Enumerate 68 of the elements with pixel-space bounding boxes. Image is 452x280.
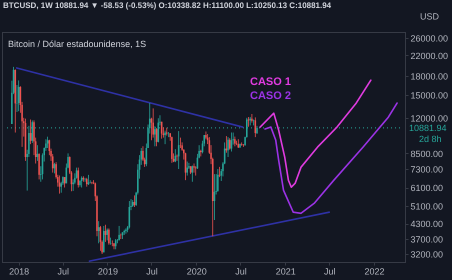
x-tick-label: Jul bbox=[235, 266, 247, 276]
y-tick-label: 12000.00 bbox=[410, 113, 448, 124]
candlestick bbox=[106, 228, 108, 241]
candlestick bbox=[178, 130, 180, 170]
candlestick bbox=[234, 136, 236, 147]
candlestick bbox=[217, 168, 219, 192]
candlestick bbox=[193, 163, 195, 173]
chart-title: BTCUSD, 1W 10881.94 ▼ -58.53 (-0.53%) O:10338.82 H:11100.00 L:10250.13 C:10881.94 bbox=[3, 1, 332, 10]
candlestick bbox=[164, 130, 166, 144]
candlestick bbox=[160, 121, 162, 140]
candlestick bbox=[194, 166, 197, 176]
candlestick bbox=[36, 144, 38, 162]
candlestick bbox=[176, 154, 178, 162]
y-tick-label: 6100.00 bbox=[410, 183, 444, 194]
x-tick-label: Jul bbox=[324, 266, 336, 276]
text: CASO 1 bbox=[250, 76, 291, 88]
x-tick-label: Jul bbox=[57, 266, 69, 276]
candlestick bbox=[128, 200, 130, 229]
candlestick bbox=[192, 165, 194, 182]
text: Bitcoin / Dólar estadounidense, 1S bbox=[8, 39, 146, 49]
candlestick bbox=[110, 237, 112, 246]
y-tick-label: 3700.00 bbox=[410, 234, 444, 245]
candlestick bbox=[156, 128, 158, 147]
y-tick-label: 7300.00 bbox=[410, 164, 444, 175]
y-tick-label: 18000.00 bbox=[410, 72, 448, 82]
x-tick-label: 2022 bbox=[364, 266, 384, 276]
candlestick bbox=[184, 152, 186, 181]
candlestick bbox=[84, 177, 86, 182]
candlestick bbox=[226, 136, 228, 154]
candlestick bbox=[227, 136, 229, 158]
y-tick-label: 5100.00 bbox=[410, 201, 444, 212]
text: 2d 8h bbox=[419, 134, 442, 144]
x-tick-label: 2020 bbox=[186, 266, 207, 276]
y-tick-label: 15000.00 bbox=[410, 90, 448, 100]
candlestick bbox=[180, 137, 182, 148]
candlestick bbox=[88, 174, 90, 186]
y-tick-label: 4300.00 bbox=[410, 219, 444, 230]
line-series bbox=[264, 102, 398, 214]
candlestick bbox=[98, 220, 100, 244]
candlestick bbox=[186, 161, 188, 176]
candlestick bbox=[16, 84, 18, 112]
candlestick bbox=[118, 226, 120, 241]
candlestick bbox=[248, 116, 250, 128]
candlestick bbox=[214, 174, 216, 220]
candlestick bbox=[30, 119, 32, 144]
candlestick bbox=[108, 228, 110, 246]
candlestick bbox=[38, 152, 40, 180]
candlestick bbox=[58, 175, 60, 194]
candlestick bbox=[134, 195, 136, 208]
x-tick-label: 2021 bbox=[276, 266, 296, 276]
text: CASO 2 bbox=[250, 90, 291, 102]
y-axis-title: USD bbox=[420, 12, 440, 22]
candlestick bbox=[18, 80, 20, 112]
candlestick bbox=[230, 132, 232, 152]
y-tick-label: 3200.00 bbox=[410, 249, 444, 260]
candlestick bbox=[228, 138, 231, 150]
x-tick-label: 2019 bbox=[98, 266, 118, 276]
y-tick-label: 8500.00 bbox=[410, 148, 444, 159]
candlestick bbox=[102, 226, 105, 253]
y-tick-label: 26000.00 bbox=[410, 34, 448, 44]
candlestick bbox=[252, 119, 254, 126]
candlestick bbox=[152, 108, 154, 138]
x-tick-label: Jul bbox=[146, 266, 158, 276]
y-tick-label: 22000.00 bbox=[410, 50, 448, 61]
x-tick-label: 2018 bbox=[9, 266, 30, 276]
candlestick bbox=[104, 224, 106, 242]
candlestick bbox=[54, 162, 56, 174]
ref-line-label: 10881.94 bbox=[409, 122, 447, 133]
